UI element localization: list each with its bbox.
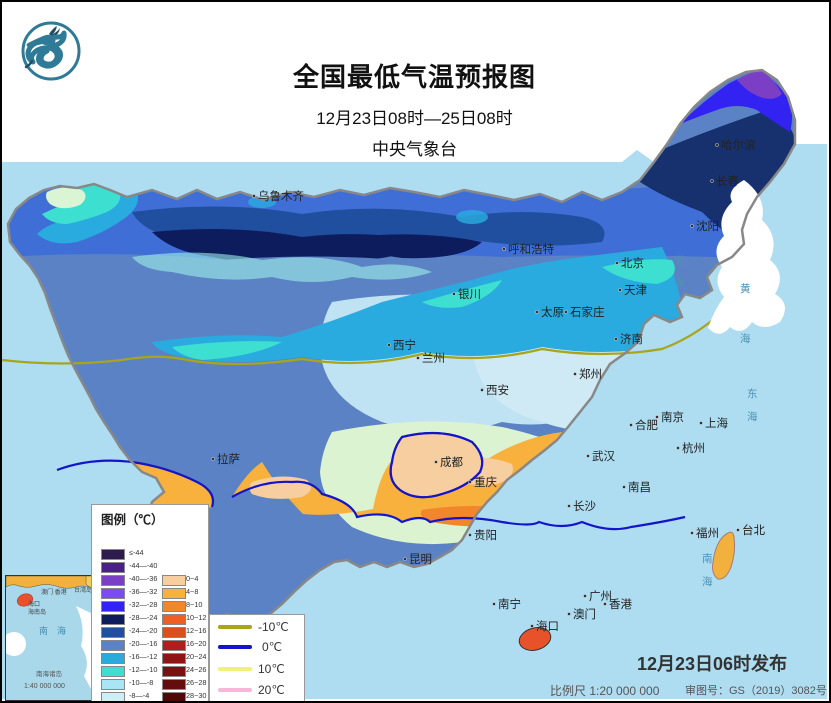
svg-text:澳门 香港: 澳门 香港 — [41, 588, 67, 596]
svg-text:台湾岛: 台湾岛 — [74, 586, 92, 594]
svg-text:东: 东 — [747, 387, 758, 400]
svg-text:黄: 黄 — [740, 282, 751, 295]
svg-text:海: 海 — [674, 275, 685, 288]
svg-text:海南岛: 海南岛 — [28, 608, 46, 616]
svg-text:海: 海 — [747, 410, 758, 423]
svg-text:海: 海 — [740, 332, 751, 345]
svg-text:海: 海 — [702, 575, 713, 588]
svg-text:渤: 渤 — [674, 254, 685, 267]
svg-text:南 海: 南 海 — [39, 625, 66, 636]
svg-text:1:40 000 000: 1:40 000 000 — [24, 683, 65, 690]
svg-text:南海诸岛: 南海诸岛 — [36, 669, 62, 678]
svg-text:海口: 海口 — [28, 600, 40, 608]
svg-text:南: 南 — [702, 552, 713, 565]
